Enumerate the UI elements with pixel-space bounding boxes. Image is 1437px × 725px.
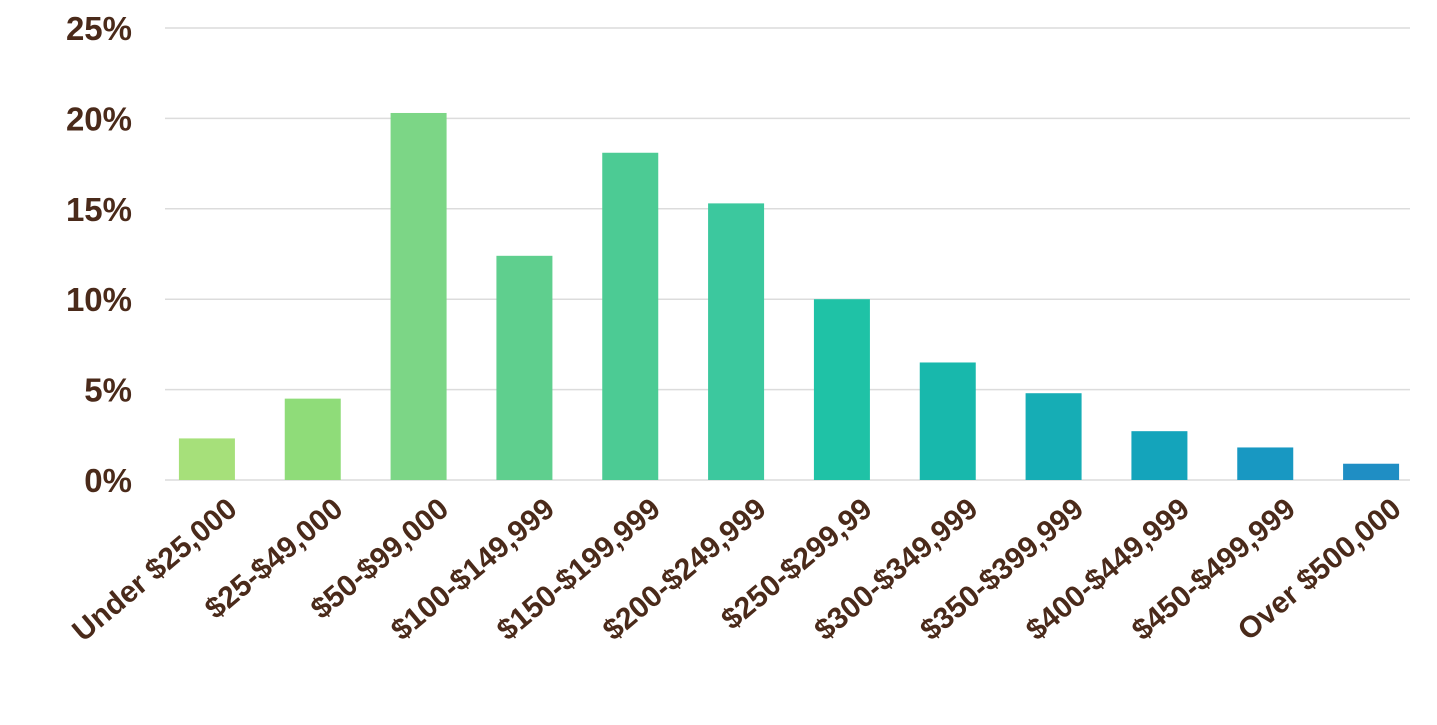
bar bbox=[708, 203, 765, 480]
bar bbox=[1025, 393, 1082, 480]
bar bbox=[1343, 463, 1400, 480]
y-tick-label: 0% bbox=[84, 462, 132, 499]
bar bbox=[1237, 447, 1294, 480]
y-tick-label: 25% bbox=[66, 10, 132, 47]
bar bbox=[813, 299, 870, 480]
gridlines bbox=[165, 27, 1410, 481]
bar bbox=[1131, 431, 1188, 480]
bar bbox=[390, 112, 447, 480]
bars bbox=[178, 112, 1400, 480]
y-tick-label: 5% bbox=[84, 372, 132, 409]
bar bbox=[178, 438, 235, 480]
bar bbox=[919, 362, 976, 480]
y-tick-label: 15% bbox=[66, 191, 132, 228]
bar bbox=[496, 255, 553, 480]
bar bbox=[284, 398, 341, 480]
y-axis-tick-labels: 0% 5% 10% 15% 20% 25% bbox=[66, 10, 132, 499]
x-category-label: Under $25,000 bbox=[66, 492, 243, 648]
y-tick-label: 10% bbox=[66, 281, 132, 318]
bar bbox=[602, 152, 659, 480]
x-axis-category-labels: Under $25,000$25-$49,000$50-$99,000$100-… bbox=[66, 492, 1407, 648]
y-tick-label: 20% bbox=[66, 100, 132, 137]
